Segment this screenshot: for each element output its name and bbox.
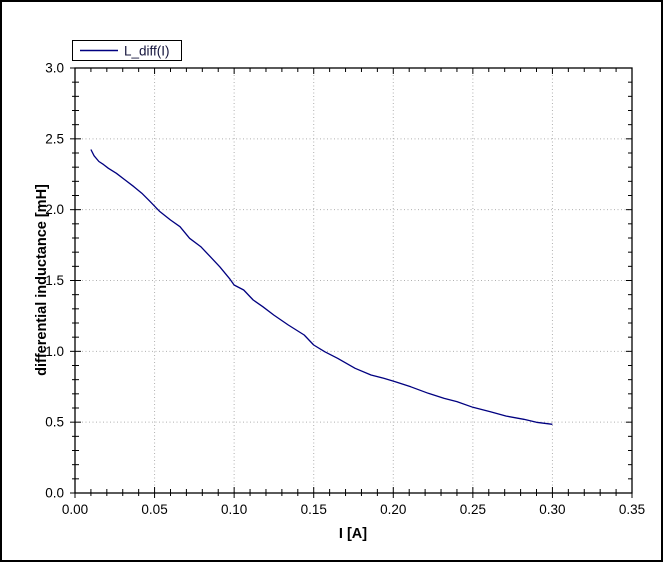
y-tick-label: 0.0: [45, 486, 64, 501]
y-tick-label: 0.5: [45, 415, 64, 430]
x-tick-label: 0.30: [539, 502, 565, 517]
x-tick-label: 0.05: [141, 502, 167, 517]
legend: L_diff(I): [72, 40, 182, 61]
y-tick-label: 3.0: [45, 61, 64, 76]
y-tick-label: 1.5: [45, 273, 64, 288]
curve-l-diff: [90, 149, 553, 425]
x-tick-label: 0.15: [301, 502, 327, 517]
legend-box: [72, 40, 182, 61]
x-tick-label: 0.00: [62, 502, 88, 517]
legend-label: L_diff(I): [124, 44, 170, 59]
y-axis-title: differential inductance [mH]: [34, 184, 50, 376]
x-tick-label: 0.20: [380, 502, 406, 517]
y-tick-label: 1.0: [45, 344, 64, 359]
x-axis-title: I [A]: [339, 526, 367, 542]
x-tick-label: 0.25: [460, 502, 486, 517]
x-tick-label: 0.10: [221, 502, 247, 517]
y-tick-label: 2.0: [45, 202, 64, 217]
y-tick-label: 2.5: [45, 131, 64, 146]
x-tick-label: 0.35: [619, 502, 645, 517]
